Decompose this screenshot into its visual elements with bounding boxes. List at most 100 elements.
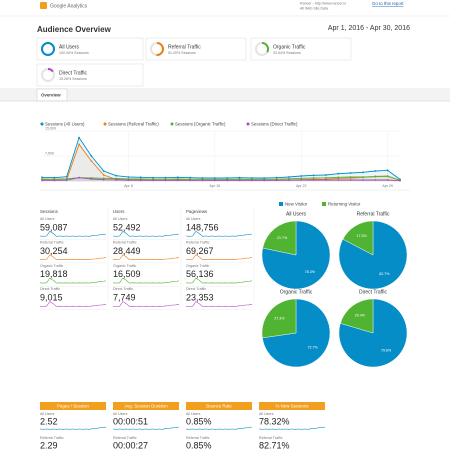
data-point[interactable] — [176, 179, 179, 182]
data-point[interactable] — [90, 155, 93, 157]
data-point[interactable] — [78, 143, 80, 146]
data-point[interactable] — [213, 177, 216, 179]
data-point[interactable] — [139, 179, 142, 182]
metric-segment: All Users — [259, 412, 274, 416]
data-point[interactable] — [201, 177, 204, 179]
data-point[interactable] — [325, 179, 327, 181]
legend-swatch — [246, 122, 250, 126]
sparkline — [185, 426, 253, 430]
data-point[interactable] — [164, 179, 167, 182]
data-point[interactable] — [65, 177, 68, 180]
data-point[interactable] — [337, 176, 340, 179]
data-point[interactable] — [115, 174, 117, 177]
pie-slice[interactable] — [262, 220, 297, 256]
data-point[interactable] — [287, 177, 290, 180]
data-point[interactable] — [189, 176, 192, 179]
data-point[interactable] — [362, 179, 364, 181]
metric-header — [186, 402, 252, 410]
legend-label[interactable]: Sessions (All Users) — [45, 121, 85, 126]
report-link[interactable]: Go to this report — [372, 1, 404, 6]
data-point[interactable] — [349, 172, 352, 174]
data-point[interactable] — [275, 176, 278, 179]
data-point[interactable] — [349, 176, 352, 178]
data-point[interactable] — [41, 178, 43, 180]
data-point[interactable] — [53, 179, 56, 182]
data-point[interactable] — [275, 179, 278, 182]
pie-slice[interactable] — [261, 298, 297, 339]
data-point[interactable] — [325, 176, 327, 179]
data-point[interactable] — [374, 170, 377, 172]
metric-value: 78.32% — [259, 416, 290, 426]
data-point[interactable] — [263, 179, 266, 182]
data-point[interactable] — [263, 177, 266, 179]
data-point[interactable] — [226, 179, 229, 182]
data-point[interactable] — [226, 177, 229, 179]
data-point[interactable] — [176, 178, 179, 180]
data-point[interactable] — [362, 176, 364, 178]
legend-label[interactable]: Sessions (Referral Traffic) — [108, 121, 159, 126]
data-point[interactable] — [374, 175, 377, 178]
data-point[interactable] — [127, 179, 130, 182]
data-point[interactable] — [238, 179, 241, 182]
data-point[interactable] — [139, 178, 142, 180]
metric-value: 148,756 — [186, 222, 219, 232]
data-point[interactable] — [287, 176, 290, 178]
data-point[interactable] — [102, 178, 105, 181]
data-point[interactable] — [53, 176, 56, 179]
data-point[interactable] — [102, 174, 105, 176]
data-point[interactable] — [90, 160, 93, 162]
date-range[interactable]: Apr 1, 2016 - Apr 30, 2016 — [328, 25, 410, 32]
data-point[interactable] — [250, 179, 253, 182]
data-point[interactable] — [139, 176, 142, 179]
data-point[interactable] — [152, 179, 155, 182]
data-point[interactable] — [164, 176, 167, 179]
data-point[interactable] — [300, 177, 303, 180]
data-point[interactable] — [312, 179, 315, 181]
data-point[interactable] — [386, 169, 389, 172]
segment-card[interactable] — [250, 37, 352, 61]
segment-card[interactable] — [145, 37, 247, 61]
data-point[interactable] — [127, 176, 130, 178]
data-point[interactable] — [399, 179, 401, 182]
legend-label[interactable]: Sessions (Organic Traffic) — [175, 121, 226, 126]
data-point[interactable] — [41, 179, 43, 182]
tab-label[interactable]: Overview — [41, 93, 61, 98]
data-point[interactable] — [238, 176, 241, 179]
data-point[interactable] — [176, 176, 179, 179]
data-point[interactable] — [41, 176, 43, 179]
data-point[interactable] — [250, 177, 253, 179]
data-point[interactable] — [189, 179, 192, 182]
data-point[interactable] — [374, 179, 377, 181]
pie-slice[interactable] — [340, 298, 374, 334]
data-point[interactable] — [90, 178, 93, 180]
y-tick-label: 15,000 — [45, 126, 56, 130]
data-point[interactable] — [312, 174, 315, 177]
data-point[interactable] — [337, 172, 340, 175]
data-point[interactable] — [325, 174, 327, 176]
data-point[interactable] — [213, 179, 216, 182]
legend-label[interactable]: Sessions (Direct Traffic) — [251, 121, 298, 126]
data-point[interactable] — [65, 179, 68, 182]
data-point[interactable] — [362, 171, 364, 174]
data-point[interactable] — [102, 170, 105, 172]
pie-slice[interactable] — [342, 220, 374, 256]
data-point[interactable] — [386, 179, 389, 181]
data-point[interactable] — [300, 175, 303, 177]
metric-value: 28,449 — [113, 246, 141, 256]
data-point[interactable] — [78, 176, 80, 179]
segment-card[interactable] — [36, 37, 144, 61]
data-point[interactable] — [152, 176, 155, 179]
data-point[interactable] — [78, 136, 80, 139]
data-point[interactable] — [349, 179, 352, 181]
data-point[interactable] — [115, 177, 117, 180]
data-point[interactable] — [337, 179, 340, 181]
data-point[interactable] — [287, 179, 290, 182]
segment-card[interactable] — [36, 63, 144, 87]
pie-title: Organic Traffic — [280, 289, 313, 295]
data-point[interactable] — [201, 179, 204, 182]
data-point[interactable] — [386, 175, 389, 178]
data-point[interactable] — [102, 177, 105, 180]
data-point[interactable] — [300, 179, 303, 181]
data-point[interactable] — [115, 178, 117, 181]
data-point[interactable] — [312, 177, 315, 179]
